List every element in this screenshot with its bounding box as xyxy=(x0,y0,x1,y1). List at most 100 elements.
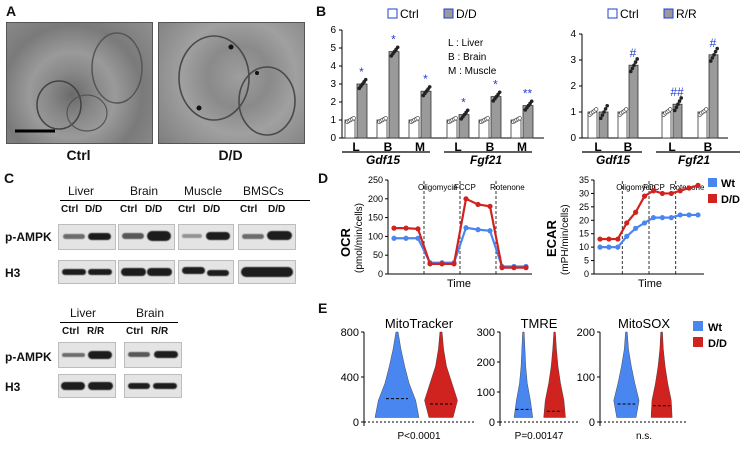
wb2-sub-ctrl-2: Ctrl xyxy=(126,326,144,337)
blot-pampk-liver xyxy=(58,224,116,250)
y-tick-label: 5 xyxy=(584,256,589,266)
dot-ctrl xyxy=(517,116,522,121)
significance-mark: * xyxy=(391,33,396,47)
y-tick-label: 0 xyxy=(353,417,359,429)
dot-treated xyxy=(497,90,502,95)
dot-ctrl xyxy=(383,116,388,121)
x-tick-label: B xyxy=(624,140,633,154)
data-point xyxy=(695,212,701,218)
panel-label-a: A xyxy=(6,3,17,19)
y-tick-label: 10 xyxy=(579,242,589,252)
y-tick-label: 30 xyxy=(579,188,589,198)
legend-ctrl-label: Ctrl xyxy=(400,7,419,21)
y-tick-label: 20 xyxy=(579,215,589,225)
y-tick-label: 0 xyxy=(378,269,383,279)
panel-c: Liver Brain Muscle BMSCs Ctrl D/D Ctrl D… xyxy=(0,180,312,440)
data-point xyxy=(597,244,603,250)
ecar-lines xyxy=(597,182,701,250)
wb2-row-h3: H3 xyxy=(5,380,21,394)
significance-mark: * xyxy=(423,72,428,86)
blot-h3-brain xyxy=(118,260,175,284)
blot-pampk-muscle xyxy=(178,224,234,250)
data-point xyxy=(403,235,409,241)
y-tick-label: 100 xyxy=(477,387,495,399)
bar-chart-dd: Ctrl D/D L : Liver B : Brain M : Muscle … xyxy=(330,7,544,167)
injection-label: Oligomycin xyxy=(418,183,458,192)
data-point xyxy=(606,236,612,242)
data-point xyxy=(463,225,469,231)
violin-dd xyxy=(650,331,673,418)
legend-e-wt: Wt xyxy=(708,322,722,334)
wb2-sub-rr-1: R/R xyxy=(87,326,105,337)
dot-treated xyxy=(599,116,603,121)
violin-annotation: P=0.00147 xyxy=(515,431,564,442)
x-tick-label: L xyxy=(454,140,461,154)
data-point xyxy=(475,201,481,208)
data-point xyxy=(615,236,621,242)
dot-ctrl xyxy=(351,116,356,121)
wb-sub-dd-2: D/D xyxy=(145,204,163,215)
bar-treated xyxy=(708,54,719,139)
em-label-ctrl: Ctrl xyxy=(66,147,91,163)
significance-mark: * xyxy=(461,96,466,110)
data-point xyxy=(475,227,481,233)
data-point xyxy=(668,215,674,221)
ocr-xlabel: Time xyxy=(447,278,471,290)
bar-treated xyxy=(388,51,400,139)
legend-rr-label: R/R xyxy=(676,7,697,21)
wb-row-h3: H3 xyxy=(5,266,21,280)
y-tick-label: 200 xyxy=(477,357,495,369)
legend-dd-label: D/D xyxy=(456,7,477,21)
dot-treated xyxy=(630,66,635,71)
legend-ctrl-label-2: Ctrl xyxy=(620,7,639,21)
dot-treated xyxy=(679,96,683,100)
panel-label-b: B xyxy=(316,3,327,19)
b1-axis: 0 1 2 3 4 5 6 L B M L B M xyxy=(330,25,544,154)
x-tick-label: L xyxy=(594,140,601,154)
ecar-xlabel: Time xyxy=(638,278,662,290)
violin-dd xyxy=(424,331,458,418)
gene-label-gdf15-2: Gdf15 xyxy=(596,153,630,167)
b1-bars: ******* xyxy=(344,33,534,139)
blot-pampk-brain xyxy=(118,224,175,250)
wb2-sub-rr-2: R/R xyxy=(151,326,169,337)
injection-label: Rotenone xyxy=(490,183,525,192)
ecar-ylabel: ECAR xyxy=(544,220,559,257)
dot-treated xyxy=(712,53,716,57)
wb2-sub-ctrl-1: Ctrl xyxy=(62,326,80,337)
significance-mark: * xyxy=(359,65,364,79)
wb-group-bmscs: BMSCs xyxy=(243,184,284,198)
violin-annotation: P<0.0001 xyxy=(397,431,441,442)
blot2-h3-liver xyxy=(58,374,116,398)
wb-sub-dd-3: D/D xyxy=(203,204,221,215)
data-point xyxy=(686,185,692,191)
bar-treated xyxy=(420,90,432,139)
ecar-axis: 05101520253035OligomycinFCCPRotenone xyxy=(579,175,705,279)
y-tick-label: 200 xyxy=(577,327,595,339)
legend-e-dd: D/D xyxy=(708,338,727,350)
data-point xyxy=(451,261,457,267)
data-point xyxy=(659,215,665,221)
dot-ctrl xyxy=(415,116,420,121)
em-texture-ctrl xyxy=(15,32,143,133)
bar-treated xyxy=(356,83,368,139)
blot2-h3-brain xyxy=(124,374,182,398)
data-point xyxy=(391,225,397,231)
dot-treated xyxy=(676,102,680,106)
data-point xyxy=(677,212,683,218)
ocr-yunit: (pmol/min/cells) xyxy=(354,203,365,273)
legend-d: Wt D/D xyxy=(708,178,740,206)
y-tick-label: 0 xyxy=(570,133,576,144)
y-tick-label: 150 xyxy=(368,213,383,223)
wb2-group-brain: Brain xyxy=(136,306,165,320)
y-tick-label: 35 xyxy=(579,175,589,185)
violin-wt xyxy=(613,331,640,418)
data-point xyxy=(403,225,409,231)
wb2-group-liver: Liver xyxy=(70,306,97,320)
y-tick-label: 2 xyxy=(330,97,336,108)
dot-treated xyxy=(710,56,715,60)
data-point xyxy=(659,190,665,197)
gene-label-gdf15: Gdf15 xyxy=(366,153,400,167)
wb-sub-dd-1: D/D xyxy=(85,204,103,215)
